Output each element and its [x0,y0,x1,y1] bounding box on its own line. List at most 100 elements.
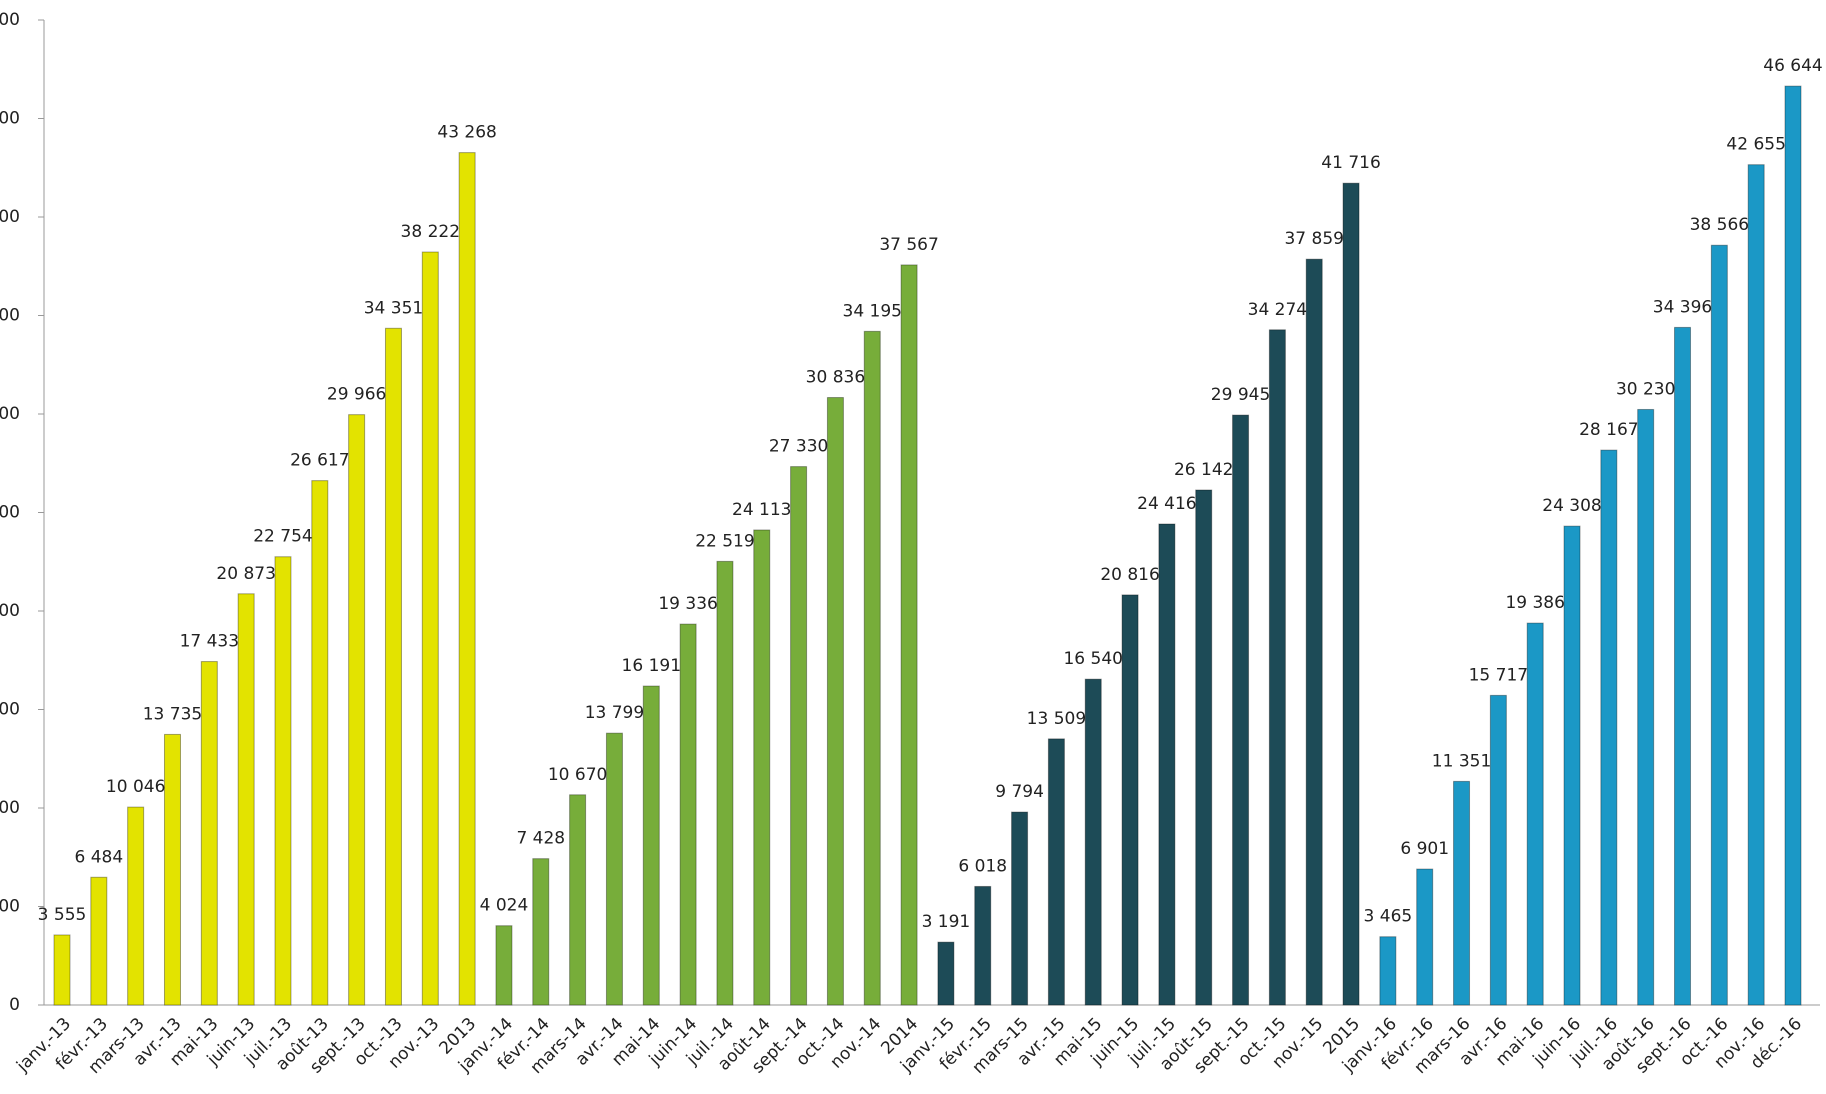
bar [1121,594,1139,1006]
data-label: 26 617 [290,451,349,471]
data-label: 3 555 [38,905,87,925]
bar [1232,414,1250,1006]
bar [1747,164,1765,1006]
data-label: 38 222 [401,222,460,242]
data-label: 16 191 [622,656,681,676]
bar [237,593,255,1006]
data-label: 20 816 [1100,565,1159,585]
bar [642,685,660,1006]
bar [1416,868,1434,1006]
bar [1047,738,1065,1006]
data-label: 34 274 [1248,300,1307,320]
y-tick-label: 45 000 [0,109,20,129]
data-label: 4 024 [480,896,529,916]
bar [1526,622,1544,1006]
y-tick-label: 30 000 [0,404,20,424]
data-label: 28 167 [1579,420,1638,440]
data-label: 6 018 [958,856,1007,876]
bar [753,529,771,1006]
data-label: 19 336 [658,594,717,614]
bar [1305,258,1323,1006]
bar [53,934,71,1006]
bar [900,264,918,1006]
data-label: 15 717 [1469,665,1528,685]
data-label: 13 735 [143,704,202,724]
bar [1084,678,1102,1006]
data-label: 20 873 [216,564,275,584]
bar [1158,523,1176,1006]
bar [679,623,697,1006]
data-label: 30 230 [1616,379,1675,399]
bar [1011,811,1029,1006]
data-label: 41 716 [1321,153,1380,173]
bar [200,661,218,1006]
data-label: 3 465 [1364,907,1413,927]
data-label: 16 540 [1063,649,1122,669]
bar [1379,936,1397,1006]
y-tick-label: 40 000 [0,207,20,227]
bar [1710,244,1728,1006]
bar [421,251,439,1006]
data-label: 13 799 [585,703,644,723]
y-tick-label: 10 000 [0,798,20,818]
bar [532,858,550,1006]
bar [716,560,734,1006]
y-tick-label: 50 000 [0,10,20,30]
bar [127,806,145,1006]
bar [605,732,623,1006]
data-label: 29 966 [327,385,386,405]
bar [790,466,808,1006]
y-tick-label: 25 000 [0,503,20,523]
bar [974,885,992,1006]
data-label: 26 142 [1174,460,1233,480]
data-label: 42 655 [1726,135,1785,155]
bar [90,876,108,1006]
data-label: 3 191 [922,912,971,932]
data-label: 6 901 [1400,839,1449,859]
data-label: 22 519 [695,531,754,551]
data-label: 29 945 [1211,385,1270,405]
data-label: 19 386 [1505,593,1564,613]
data-label: 34 351 [364,298,423,318]
data-label: 17 433 [180,632,239,652]
data-label: 10 670 [548,765,607,785]
y-tick-label: 15 000 [0,700,20,720]
data-label: 24 113 [732,500,791,520]
bar [311,480,329,1006]
data-label: 11 351 [1432,751,1491,771]
data-label: 24 416 [1137,494,1196,514]
bar [937,941,955,1006]
data-label: 22 754 [253,527,312,547]
y-tick-label: 35 000 [0,306,20,326]
bar [1563,525,1581,1006]
data-label: 27 330 [769,437,828,457]
data-label: 30 836 [806,368,865,388]
bar [1342,182,1360,1006]
bar [569,794,587,1006]
bar [1489,694,1507,1006]
bar [1268,329,1286,1006]
data-label: 7 428 [516,829,565,849]
bar [384,327,402,1006]
y-tick-label: 5 000 [0,897,20,917]
bar [1600,449,1618,1006]
bar [163,733,181,1006]
data-label: 24 308 [1542,496,1601,516]
data-label: 43 268 [437,123,496,143]
bar [863,330,881,1006]
data-label: 37 567 [879,235,938,255]
bar [458,152,476,1006]
bar [1784,85,1802,1006]
data-label: 6 484 [74,847,123,867]
data-label: 34 195 [843,301,902,321]
data-label: 37 859 [1284,229,1343,249]
data-label: 13 509 [1027,709,1086,729]
data-label: 38 566 [1690,215,1749,235]
y-tick-label: 0 [9,995,20,1015]
bar [348,414,366,1006]
data-label: 10 046 [106,777,165,797]
data-label: 46 644 [1763,56,1822,76]
bar [826,397,844,1006]
bar [1637,408,1655,1006]
